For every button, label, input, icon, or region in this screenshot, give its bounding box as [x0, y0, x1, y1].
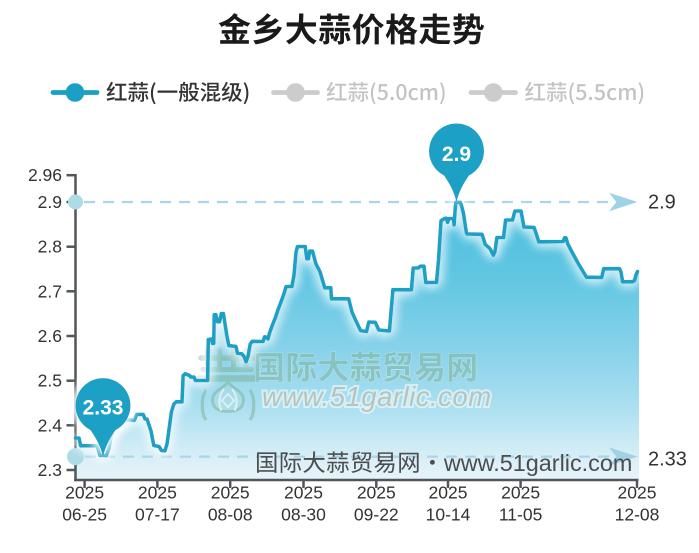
- svg-text:06-25: 06-25: [62, 505, 107, 525]
- svg-text:2.9: 2.9: [442, 143, 471, 166]
- svg-text:2.9: 2.9: [648, 192, 676, 214]
- svg-text:2025: 2025: [138, 483, 177, 503]
- svg-text:08-08: 08-08: [208, 505, 253, 525]
- svg-text:www.51garlic.com: www.51garlic.com: [443, 450, 632, 476]
- svg-text:2025: 2025: [618, 483, 657, 503]
- svg-text:2025: 2025: [211, 483, 250, 503]
- svg-text:2.5: 2.5: [38, 371, 62, 391]
- svg-text:08-30: 08-30: [281, 505, 326, 525]
- svg-text:2025: 2025: [65, 483, 104, 503]
- svg-text:2.8: 2.8: [38, 237, 62, 257]
- svg-text:2.33: 2.33: [83, 397, 124, 420]
- svg-text:09-22: 09-22: [354, 505, 399, 525]
- svg-text:2025: 2025: [501, 483, 540, 503]
- svg-text:07-17: 07-17: [135, 505, 180, 525]
- svg-text:12-08: 12-08: [615, 505, 660, 525]
- svg-text:10-14: 10-14: [426, 505, 471, 525]
- svg-text:2.3: 2.3: [38, 460, 62, 480]
- svg-text:2.4: 2.4: [38, 415, 63, 435]
- svg-text:11-05: 11-05: [499, 505, 542, 525]
- svg-text:2.7: 2.7: [38, 281, 62, 301]
- svg-text:2025: 2025: [357, 483, 396, 503]
- svg-text:2.96: 2.96: [28, 165, 62, 185]
- svg-text:www.51garlic.com: www.51garlic.com: [262, 381, 492, 412]
- svg-text:2025: 2025: [284, 483, 323, 503]
- svg-text:2025: 2025: [429, 483, 468, 503]
- svg-text:2.6: 2.6: [38, 326, 62, 346]
- svg-text:2.9: 2.9: [38, 192, 62, 212]
- svg-text:2.33: 2.33: [648, 449, 687, 471]
